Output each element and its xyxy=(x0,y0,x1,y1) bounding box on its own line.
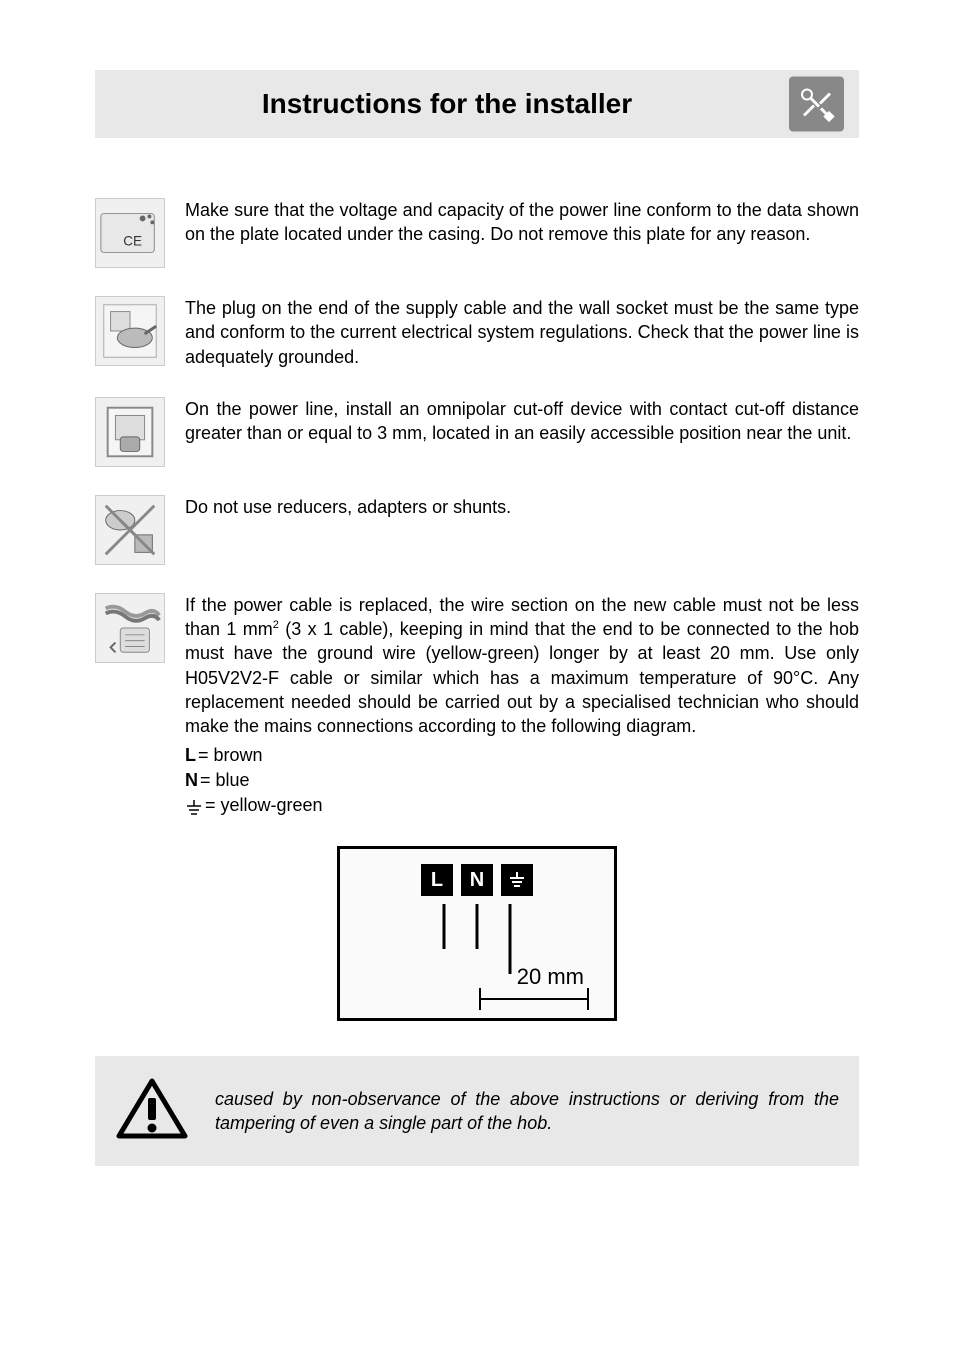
cable-icon xyxy=(95,593,165,663)
wire-lines xyxy=(443,904,512,974)
plug-icon xyxy=(95,296,165,366)
legend-n-label: N xyxy=(185,768,198,793)
reducers-text: Do not use reducers, adapters or shunts. xyxy=(185,495,859,519)
terminal-l: L xyxy=(421,864,453,896)
dimension-line xyxy=(479,998,589,1000)
tools-icon xyxy=(789,77,844,132)
legend-n-line: N = blue xyxy=(185,768,859,793)
wiring-diagram: L N 20 mm xyxy=(95,846,859,1021)
svg-text:CE: CE xyxy=(123,234,142,249)
plug-block: The plug on the end of the supply cable … xyxy=(95,296,859,369)
page-title: Instructions for the installer xyxy=(115,88,839,120)
legend-n-value: = blue xyxy=(200,768,250,793)
cutoff-block: On the power line, install an omnipolar … xyxy=(95,397,859,467)
cable-block: If the power cable is replaced, the wire… xyxy=(95,593,859,818)
terminal-ground-icon xyxy=(501,864,533,896)
warning-triangle-icon xyxy=(115,1076,190,1146)
legend-ground-value: = yellow-green xyxy=(205,793,323,818)
wire-ground-line xyxy=(509,904,512,974)
legend-l-label: L xyxy=(185,743,196,768)
ce-plate-icon: CE xyxy=(95,198,165,268)
terminal-n: N xyxy=(461,864,493,896)
ground-symbol-icon xyxy=(185,798,203,814)
no-adapter-icon xyxy=(95,495,165,565)
reducers-block: Do not use reducers, adapters or shunts. xyxy=(95,495,859,565)
diagram-box: L N 20 mm xyxy=(337,846,617,1021)
header-bar: Instructions for the installer xyxy=(95,70,859,138)
cable-text-part2: (3 x 1 cable), keeping in mind that the … xyxy=(185,619,859,736)
warning-block: caused by non-observance of the above in… xyxy=(95,1056,859,1166)
legend-l-value: = brown xyxy=(198,743,263,768)
wire-l-line xyxy=(443,904,446,949)
cable-text: If the power cable is replaced, the wire… xyxy=(185,593,859,818)
cutoff-text: On the power line, install an omnipolar … xyxy=(185,397,859,446)
legend-ground-line: = yellow-green xyxy=(185,793,859,818)
dimension-cap-right xyxy=(587,988,589,1010)
ce-block: CE Make sure that the voltage and capaci… xyxy=(95,198,859,268)
warning-text: caused by non-observance of the above in… xyxy=(215,1087,839,1136)
terminal-labels: L N xyxy=(340,864,614,896)
dimension-cap-left xyxy=(479,988,481,1010)
wire-legend: L = brown N = blue = yellow-green xyxy=(185,743,859,819)
wire-n-line xyxy=(476,904,479,949)
ce-text: Make sure that the voltage and capacity … xyxy=(185,198,859,247)
plug-text: The plug on the end of the supply cable … xyxy=(185,296,859,369)
dimension-label: 20 mm xyxy=(517,964,584,990)
switch-icon xyxy=(95,397,165,467)
legend-l-line: L = brown xyxy=(185,743,859,768)
